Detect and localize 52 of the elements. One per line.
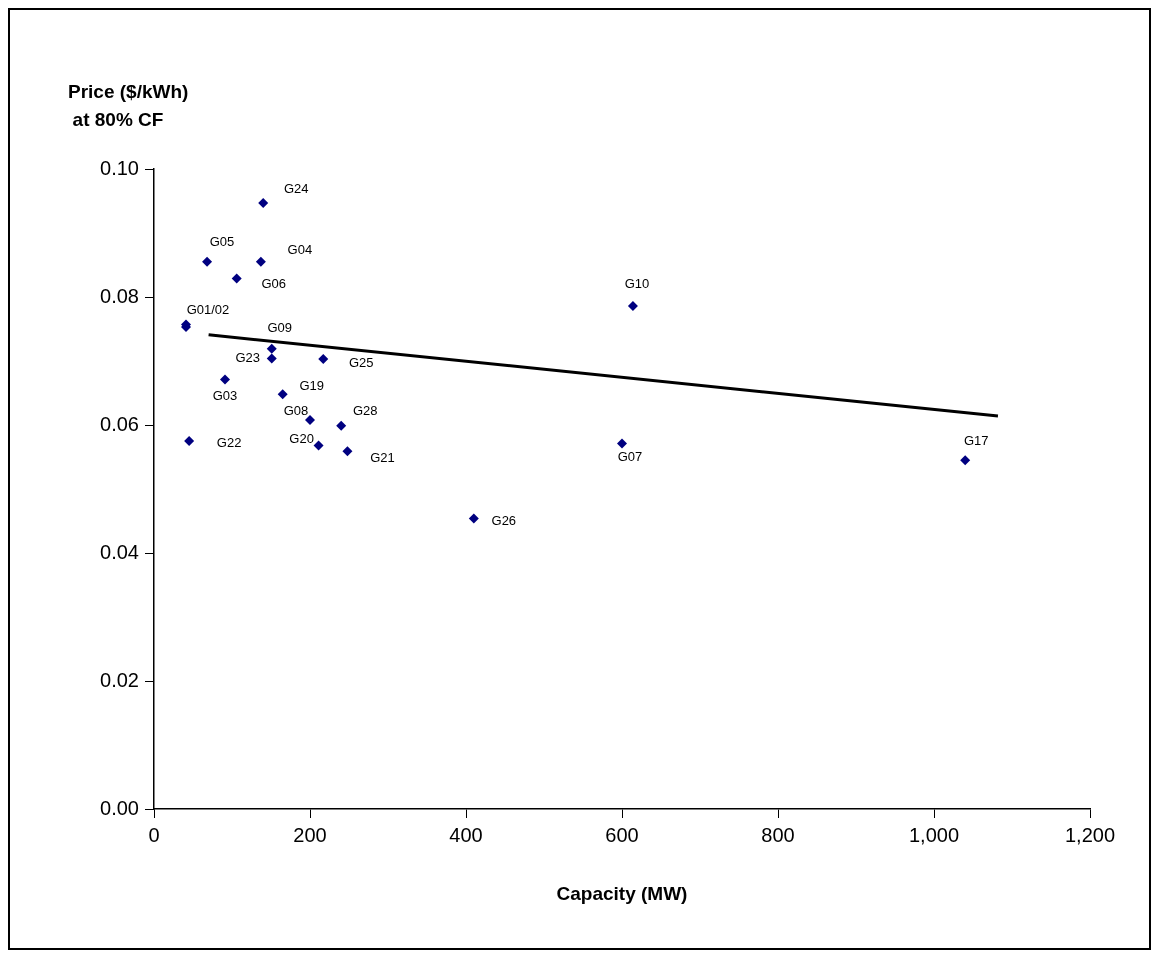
point	[266, 353, 277, 364]
annotation: G07	[617, 449, 643, 465]
point	[202, 256, 213, 267]
point	[960, 455, 971, 466]
annotation: G08	[283, 403, 309, 419]
point	[468, 513, 479, 524]
x-tick-label: 200	[293, 823, 327, 846]
annotation: G04	[287, 242, 313, 258]
annotation: G22	[216, 434, 242, 450]
y-tick-label: 0.08	[100, 284, 139, 307]
annotation: G20	[289, 431, 314, 447]
point	[627, 300, 638, 311]
y-tick-label: 0.10	[100, 156, 139, 179]
point	[313, 440, 324, 451]
point	[617, 438, 627, 449]
point	[342, 446, 353, 457]
point	[318, 354, 329, 365]
annotation: G01/02	[186, 302, 230, 318]
x-tick-label: 1,000	[908, 823, 960, 846]
point	[266, 343, 277, 354]
point	[219, 374, 230, 385]
x-axis-title: Capacity (MW)	[556, 883, 688, 905]
annotation: G09	[267, 320, 293, 336]
annotation: G06	[261, 276, 286, 292]
annotation: G21	[370, 449, 395, 465]
point	[184, 436, 195, 446]
y-tick-label: 0.06	[100, 412, 139, 435]
annotation: G19	[299, 377, 324, 393]
x-tick-label: 800	[761, 823, 795, 846]
annotation: G28	[352, 403, 378, 419]
annotation: G23	[235, 350, 261, 366]
annotation: G17	[963, 432, 989, 448]
x-tick-label: 600	[605, 823, 639, 846]
y-axis-title: Price ($/kWh) at 80% CF	[68, 81, 189, 131]
point	[231, 273, 242, 284]
x-tick-label: 400	[449, 823, 483, 846]
x-tick-label: 1,200	[1064, 823, 1116, 846]
point	[277, 389, 288, 400]
y-tick-label: 0.00	[100, 796, 139, 819]
point	[336, 420, 347, 431]
annotation: G24	[283, 181, 309, 197]
annotation: G10	[624, 275, 650, 291]
annotation: G03	[212, 388, 238, 404]
annotation: G25	[348, 354, 374, 370]
y-tick-label: 0.02	[100, 668, 139, 691]
y-tick-label: 0.04	[100, 540, 139, 563]
x-tick-label: 0	[148, 823, 160, 846]
annotation: G26	[491, 513, 517, 529]
annotation: G05	[209, 234, 235, 250]
point	[258, 197, 269, 208]
point	[305, 414, 315, 425]
point	[255, 256, 266, 267]
